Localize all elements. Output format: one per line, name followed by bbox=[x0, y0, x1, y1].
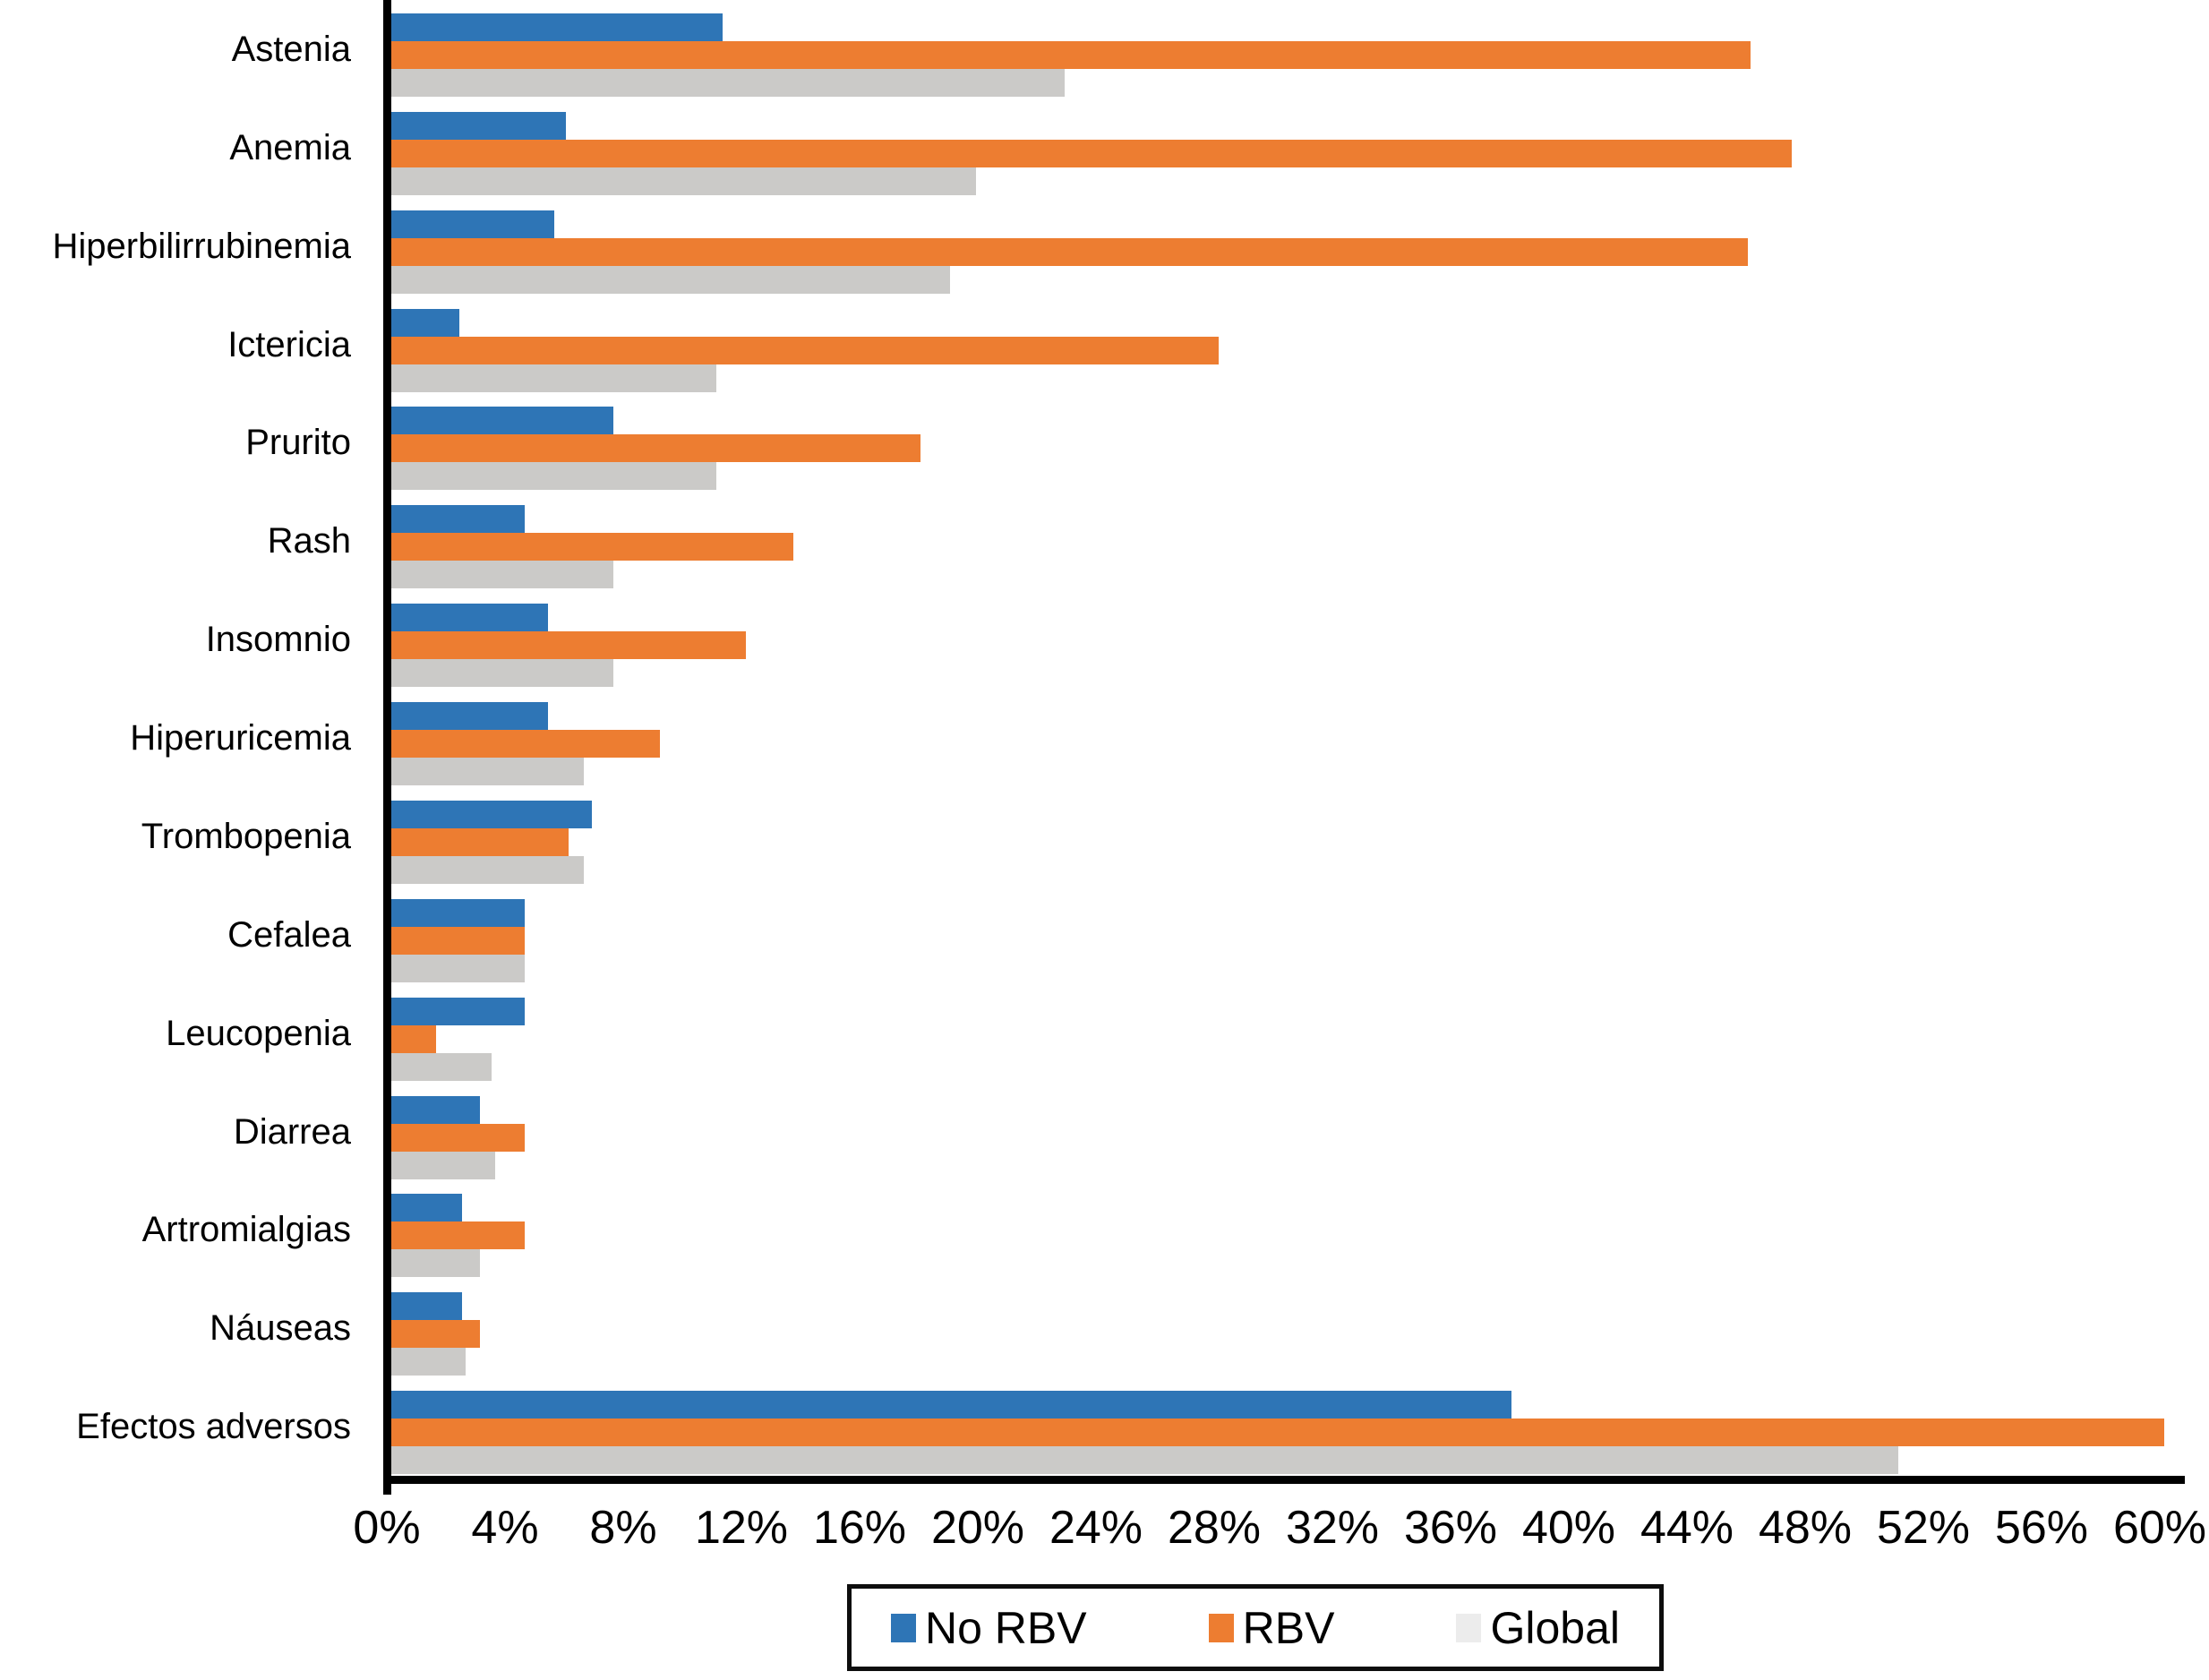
x-tick-label-40: 40% bbox=[1521, 1502, 1616, 1554]
bar-prurito-rbv bbox=[391, 434, 920, 463]
bar-nauseas-global bbox=[391, 1348, 466, 1376]
bar-astenia-global bbox=[391, 69, 1066, 97]
bar-nauseas-no-rbv bbox=[391, 1292, 463, 1321]
bar-artromialgias-global bbox=[391, 1249, 480, 1278]
y-axis-line bbox=[383, 0, 391, 1484]
category-label-insomnio: Insomnio bbox=[205, 620, 351, 660]
category-label-hiperuricemia: Hiperuricemia bbox=[130, 718, 351, 759]
category-label-prurito: Prurito bbox=[245, 423, 351, 463]
bar-insomnio-global bbox=[391, 659, 613, 688]
category-label-rash: Rash bbox=[267, 521, 351, 561]
bar-diarrea-rbv bbox=[391, 1123, 525, 1152]
bar-efectos-adversos-rbv bbox=[391, 1419, 2164, 1447]
x-tick-label-52: 52% bbox=[1876, 1502, 1971, 1554]
bar-ictericia-global bbox=[391, 364, 716, 392]
legend-item-no-rbv: No RBV bbox=[891, 1606, 1087, 1650]
bar-anemia-global bbox=[391, 167, 977, 195]
x-axis-origin-tick bbox=[383, 1484, 391, 1495]
legend-item-global: Global bbox=[1456, 1606, 1620, 1650]
category-label-trombopenia: Trombopenia bbox=[141, 816, 351, 856]
bar-anemia-no-rbv bbox=[391, 111, 566, 140]
bar-ictericia-no-rbv bbox=[391, 308, 459, 337]
legend-label-global: Global bbox=[1490, 1602, 1620, 1653]
bar-efectos-adversos-no-rbv bbox=[391, 1391, 1511, 1419]
bar-hiperuricemia-rbv bbox=[391, 730, 661, 759]
x-tick-label-56: 56% bbox=[1994, 1502, 2089, 1554]
bar-trombopenia-rbv bbox=[391, 827, 569, 856]
bar-nauseas-rbv bbox=[391, 1320, 480, 1349]
x-tick-label-44: 44% bbox=[1640, 1502, 1734, 1554]
category-label-anemia: Anemia bbox=[229, 127, 351, 167]
bar-astenia-no-rbv bbox=[391, 13, 723, 41]
bar-hiperuricemia-no-rbv bbox=[391, 702, 548, 731]
category-label-astenia: Astenia bbox=[231, 30, 351, 69]
bar-insomnio-no-rbv bbox=[391, 604, 548, 632]
bar-rash-global bbox=[391, 561, 613, 589]
bar-diarrea-global bbox=[391, 1151, 495, 1179]
x-tick-label-32: 32% bbox=[1285, 1502, 1380, 1554]
legend-swatch-rbv-icon bbox=[1208, 1613, 1234, 1642]
category-label-efectos-adversos: Efectos adversos bbox=[76, 1407, 351, 1447]
bar-anemia-rbv bbox=[391, 139, 1793, 167]
bar-trombopenia-no-rbv bbox=[391, 800, 593, 828]
x-axis-line bbox=[383, 1476, 2185, 1484]
bar-prurito-no-rbv bbox=[391, 407, 613, 435]
x-tick-label-0: 0% bbox=[353, 1502, 421, 1554]
category-label-artromialgias: Artromialgias bbox=[141, 1210, 351, 1250]
x-tick-label-60: 60% bbox=[2112, 1502, 2207, 1554]
category-label-cefalea: Cefalea bbox=[227, 914, 351, 955]
bar-cefalea-no-rbv bbox=[391, 898, 525, 927]
category-label-leucopenia: Leucopenia bbox=[166, 1013, 351, 1053]
category-label-diarrea: Diarrea bbox=[233, 1111, 351, 1152]
bar-efectos-adversos-global bbox=[391, 1446, 1898, 1475]
bar-artromialgias-rbv bbox=[391, 1221, 525, 1250]
x-tick-label-28: 28% bbox=[1167, 1502, 1262, 1554]
legend-item-rbv: RBV bbox=[1208, 1602, 1335, 1653]
bar-rash-no-rbv bbox=[391, 505, 525, 534]
bar-hiperbilirrubinemia-global bbox=[391, 265, 950, 294]
x-tick-label-8: 8% bbox=[589, 1502, 657, 1554]
category-label-hiperbilirrubinemia: Hiperbilirrubinemia bbox=[52, 226, 351, 266]
bar-leucopenia-global bbox=[391, 1052, 492, 1081]
bar-hiperuricemia-global bbox=[391, 758, 584, 786]
bar-leucopenia-no-rbv bbox=[391, 997, 525, 1025]
x-tick-label-12: 12% bbox=[694, 1502, 789, 1554]
legend-swatch-global-icon bbox=[1456, 1613, 1482, 1642]
legend-swatch-no-rbv-icon bbox=[891, 1613, 916, 1642]
bar-astenia-rbv bbox=[391, 41, 1751, 69]
x-tick-label-16: 16% bbox=[812, 1502, 907, 1554]
x-tick-label-48: 48% bbox=[1758, 1502, 1853, 1554]
legend-label-rbv: RBV bbox=[1242, 1602, 1335, 1653]
bar-cefalea-global bbox=[391, 954, 525, 982]
category-label-nauseas: Náuseas bbox=[210, 1308, 351, 1349]
category-label-ictericia: Ictericia bbox=[227, 324, 351, 364]
bar-prurito-global bbox=[391, 462, 716, 491]
bar-insomnio-rbv bbox=[391, 631, 746, 660]
bar-ictericia-rbv bbox=[391, 336, 1219, 364]
legend: No RBV RBV Global bbox=[847, 1584, 1664, 1671]
bar-hiperbilirrubinemia-no-rbv bbox=[391, 210, 554, 238]
bar-artromialgias-no-rbv bbox=[391, 1194, 463, 1222]
bar-trombopenia-global bbox=[391, 855, 584, 884]
bar-cefalea-rbv bbox=[391, 926, 525, 955]
bar-diarrea-no-rbv bbox=[391, 1095, 480, 1124]
x-tick-label-20: 20% bbox=[930, 1502, 1025, 1554]
x-tick-label-4: 4% bbox=[471, 1502, 539, 1554]
x-tick-label-36: 36% bbox=[1403, 1502, 1498, 1554]
legend-label-no-rbv: No RBV bbox=[925, 1602, 1087, 1653]
bar-hiperbilirrubinemia-rbv bbox=[391, 237, 1748, 266]
bar-rash-rbv bbox=[391, 533, 793, 561]
x-tick-label-24: 24% bbox=[1049, 1502, 1143, 1554]
bar-leucopenia-rbv bbox=[391, 1024, 436, 1053]
